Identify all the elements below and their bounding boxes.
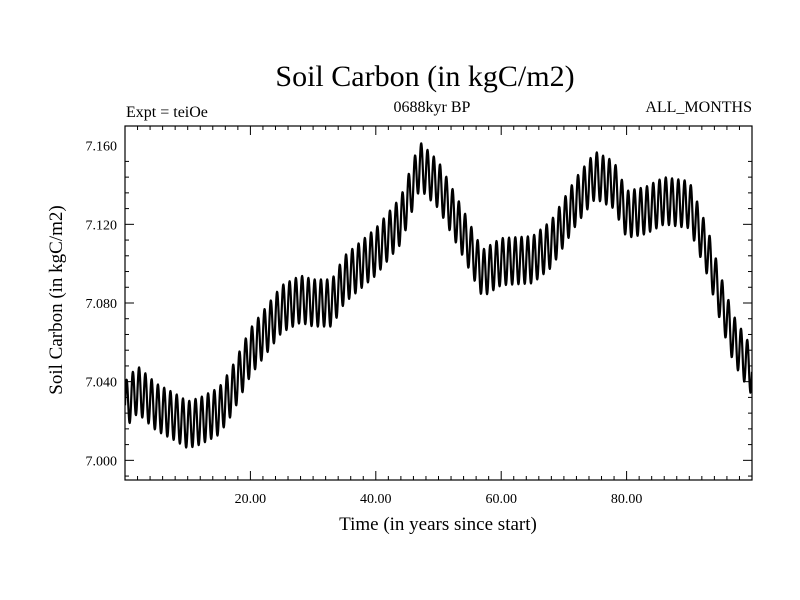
series-line — [125, 142, 752, 449]
experiment-label: Expt = teiOe — [126, 104, 208, 121]
y-tick-label: 7.120 — [86, 218, 118, 233]
y-tick-label: 7.000 — [86, 454, 118, 469]
y-tick-label: 7.080 — [86, 297, 118, 312]
chart-title: Soil Carbon (in kgC/m2) — [275, 60, 574, 93]
months-label: ALL_MONTHS — [645, 99, 752, 116]
y-axis-label: Soil Carbon (in kgC/m2) — [46, 205, 67, 394]
x-tick-label: 80.00 — [611, 492, 643, 507]
x-tick-label: 60.00 — [485, 492, 517, 507]
period-label: 0688kyr BP — [394, 99, 471, 116]
x-tick-label: 40.00 — [360, 492, 392, 507]
axis-tick-labels: 20.00 40.00 60.00 80.00 7.000 7.040 7.080 7.120… — [86, 140, 643, 507]
x-tick-label: 20.00 — [235, 492, 267, 507]
y-tick-label: 7.160 — [86, 140, 118, 155]
y-tick-label: 7.040 — [86, 376, 118, 391]
axis-ticks — [125, 126, 752, 480]
x-axis-label: Time (in years since start) — [339, 514, 537, 535]
